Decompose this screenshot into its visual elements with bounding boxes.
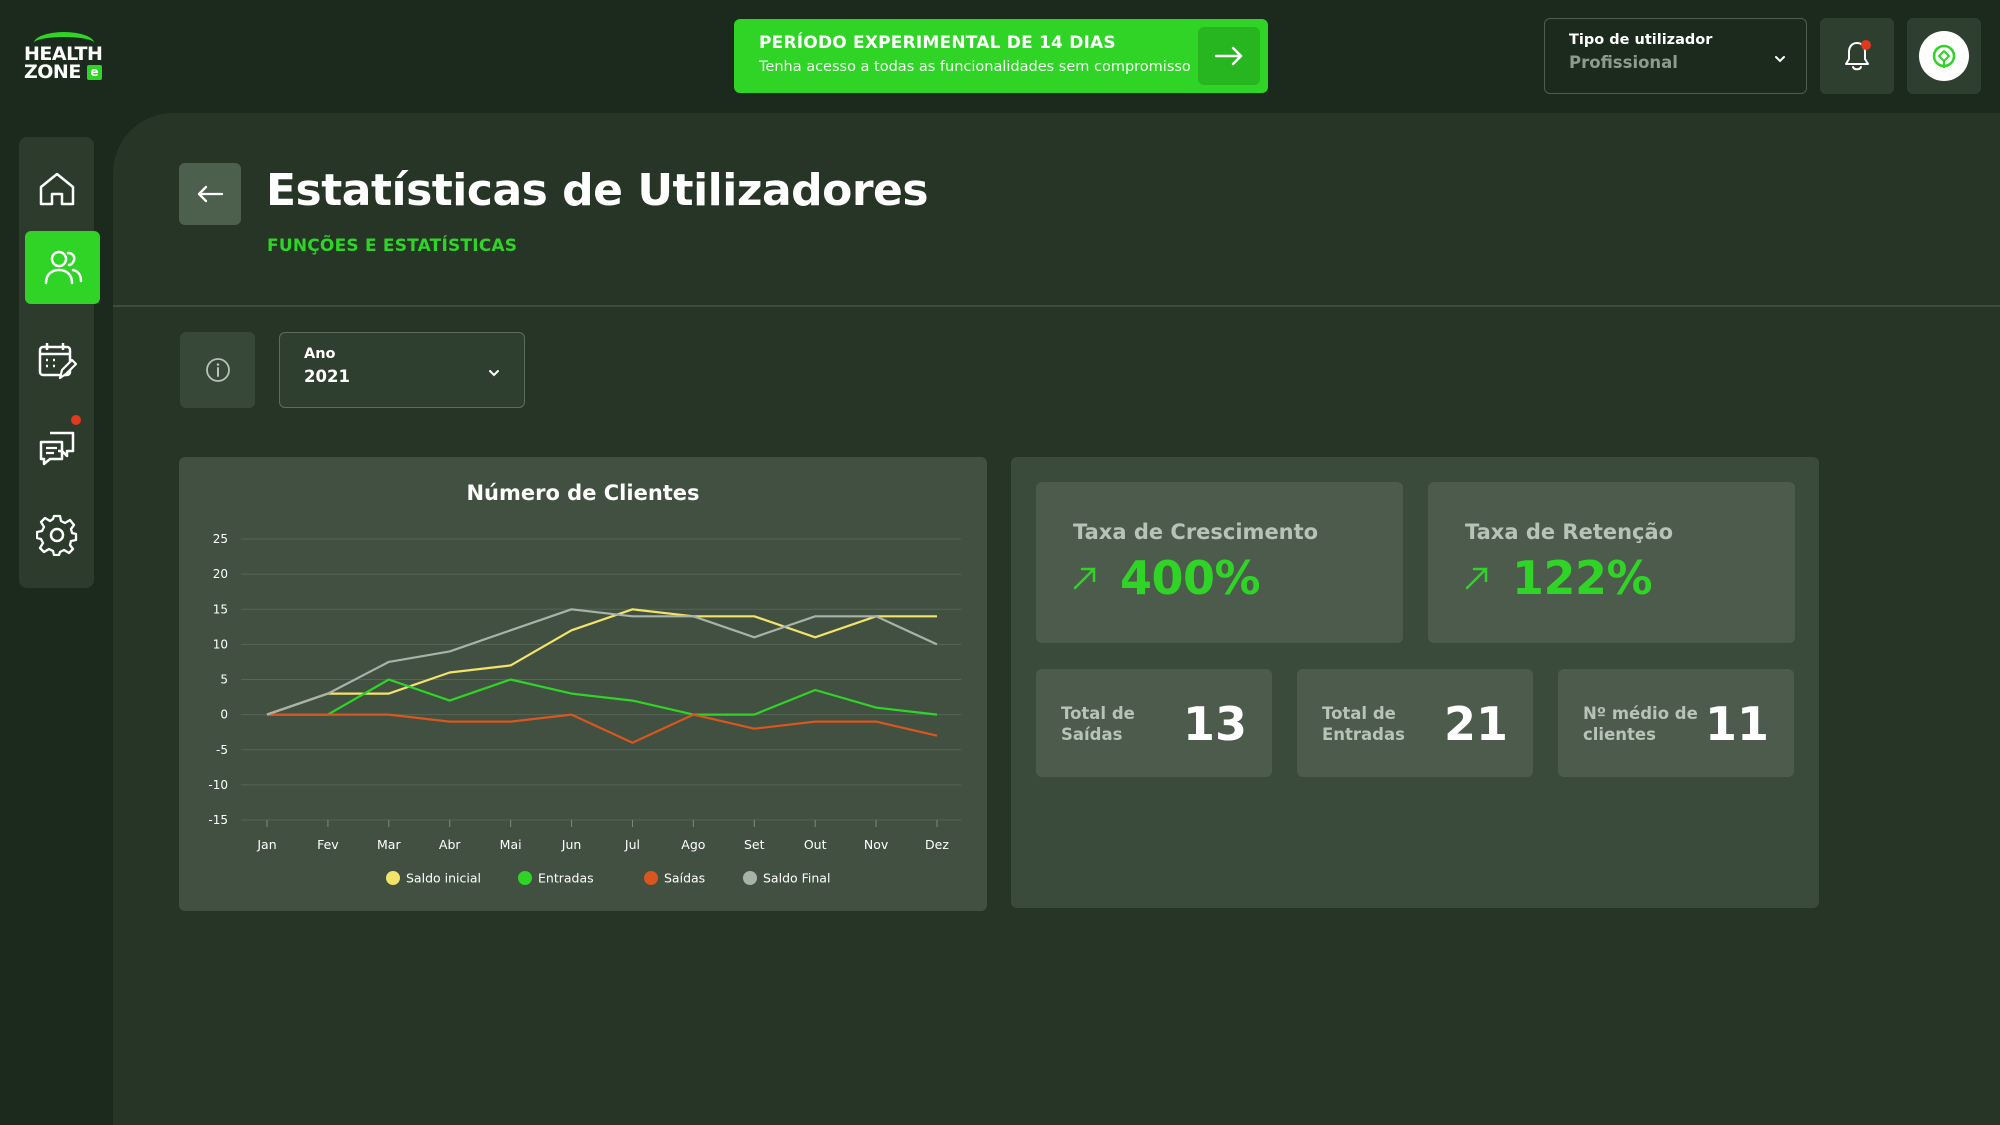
x-tick-label: Ago xyxy=(681,837,705,852)
y-tick-label: -15 xyxy=(208,813,228,827)
sidebar xyxy=(19,137,100,588)
trend-up-icon xyxy=(1073,567,1096,590)
arrow-left-icon xyxy=(197,185,224,203)
y-tick-label: 5 xyxy=(220,673,228,687)
trial-subtitle: Tenha acesso a todas as funcionalidades … xyxy=(759,59,1191,75)
y-tick-label: 10 xyxy=(213,637,228,651)
series-line xyxy=(267,713,938,744)
retention-rate-label: Taxa de Retenção xyxy=(1465,520,1674,544)
back-button[interactable] xyxy=(179,163,241,225)
chevron-down-icon xyxy=(489,370,499,377)
logo-text-line1: HEALTH xyxy=(24,43,103,65)
legend-label: Saldo Final xyxy=(763,871,830,886)
info-button[interactable] xyxy=(180,332,255,408)
page-title: Estatísticas de Utilizadores xyxy=(266,165,929,216)
y-tick-label: -5 xyxy=(216,743,228,757)
page-subtitle: FUNÇÕES E ESTATÍSTICAS xyxy=(267,236,518,256)
total-exits-card: Total de Saídas 13 xyxy=(1036,669,1272,777)
y-tick-label: 20 xyxy=(213,567,228,581)
x-tick-label: Jul xyxy=(624,837,640,852)
legend-swatch xyxy=(386,871,400,885)
chat-icon xyxy=(39,431,74,465)
legend-swatch xyxy=(743,871,757,885)
clients-line-chart: 25 20 15 10 5 0 -5 -10 -15 Jan Fev Mar Abr Mai Jun Jul A… xyxy=(208,532,961,886)
year-value: 2021 xyxy=(304,367,350,386)
users-icon xyxy=(44,250,82,284)
x-tick-label: Abr xyxy=(439,837,461,852)
trial-title: PERÍODO EXPERIMENTAL DE 14 DIAS xyxy=(759,33,1116,53)
y-tick-label: 0 xyxy=(220,708,228,722)
growth-rate-card: Taxa de Crescimento 400% xyxy=(1036,482,1403,643)
y-tick-label: -10 xyxy=(208,778,228,792)
x-tick-label: Out xyxy=(804,837,827,852)
legend-swatch xyxy=(644,871,658,885)
profile-button[interactable] xyxy=(1907,18,1981,94)
y-tick-label: 15 xyxy=(213,602,228,616)
main-panel: Estatísticas de Utilizadores FUNÇÕES E E… xyxy=(113,113,2000,1125)
user-type-value: Profissional xyxy=(1569,53,1678,72)
notification-badge xyxy=(1861,40,1871,50)
year-label: Ano xyxy=(304,346,336,362)
notifications-button[interactable] xyxy=(1820,18,1894,94)
x-tick-label: Jan xyxy=(256,837,276,852)
trend-up-icon xyxy=(1465,567,1488,590)
clients-chart-card: Número de Clientes 25 20 15 10 5 0 -5 -10 -15 Jan… xyxy=(179,457,987,911)
trial-arrow-button[interactable] xyxy=(1198,27,1260,85)
year-select[interactable]: Ano 2021 xyxy=(279,332,525,408)
x-tick-label: Jun xyxy=(561,837,582,852)
retention-rate-value: 122% xyxy=(1512,551,1653,605)
app-logo[interactable]: HEALTH ZONE e xyxy=(24,32,104,82)
total-entries-value: 21 xyxy=(1443,697,1508,751)
sidebar-item-messages[interactable] xyxy=(25,411,88,484)
x-tick-label: Mar xyxy=(377,837,401,852)
sidebar-item-users[interactable] xyxy=(25,231,100,304)
total-entries-card: Total de Entradas 21 xyxy=(1297,669,1533,777)
info-icon xyxy=(205,358,230,382)
logo-badge: e xyxy=(87,65,102,80)
growth-rate-value: 400% xyxy=(1120,551,1261,605)
chart-title: Número de Clientes xyxy=(466,481,700,505)
messages-badge xyxy=(71,415,81,425)
x-tick-label: Dez xyxy=(925,837,949,852)
sidebar-item-settings[interactable] xyxy=(25,498,88,571)
stats-card: Taxa de Crescimento 400% Taxa de Retençã… xyxy=(1011,457,1819,908)
user-type-label: Tipo de utilizador xyxy=(1569,32,1713,48)
settings-icon xyxy=(35,514,77,556)
total-exits-label: Total de Saídas xyxy=(1061,704,1135,744)
avatar xyxy=(1919,31,1969,81)
legend-label: Saídas xyxy=(664,871,705,886)
header-divider xyxy=(113,305,2000,307)
legend-swatch xyxy=(518,871,532,885)
calendar-edit-icon xyxy=(38,342,77,379)
sidebar-item-home[interactable] xyxy=(25,152,88,225)
x-tick-label: Set xyxy=(744,837,765,852)
logo-arc xyxy=(34,32,94,54)
x-tick-label: Fev xyxy=(317,837,339,852)
logo-text-line2: ZONE xyxy=(24,61,81,83)
total-exits-value: 13 xyxy=(1182,697,1247,751)
x-tick-label: Mai xyxy=(500,837,522,852)
series-line xyxy=(266,608,937,716)
total-entries-label: Total de Entradas xyxy=(1322,704,1405,744)
growth-rate-label: Taxa de Crescimento xyxy=(1073,520,1319,544)
chevron-down-icon xyxy=(1775,56,1785,63)
legend-label: Entradas xyxy=(538,871,594,886)
profile-logo-icon xyxy=(1932,44,1956,68)
arrow-right-icon xyxy=(1214,46,1243,66)
series-line xyxy=(267,678,938,716)
user-type-select[interactable]: Tipo de utilizador Profissional xyxy=(1544,18,1807,94)
y-tick-label: 25 xyxy=(213,532,228,546)
retention-rate-card: Taxa de Retenção 122% xyxy=(1428,482,1795,643)
avg-clients-card: Nº médio de clientes 11 xyxy=(1558,669,1794,777)
avg-clients-label: Nº médio de clientes xyxy=(1583,704,1698,744)
legend-label: Saldo inicial xyxy=(406,871,481,886)
trial-banner[interactable]: PERÍODO EXPERIMENTAL DE 14 DIAS Tenha ac… xyxy=(734,19,1268,93)
series-line xyxy=(266,608,938,716)
sidebar-item-calendar[interactable] xyxy=(25,324,88,397)
avg-clients-value: 11 xyxy=(1704,697,1769,751)
home-icon xyxy=(39,172,74,205)
x-tick-label: Nov xyxy=(864,837,889,852)
